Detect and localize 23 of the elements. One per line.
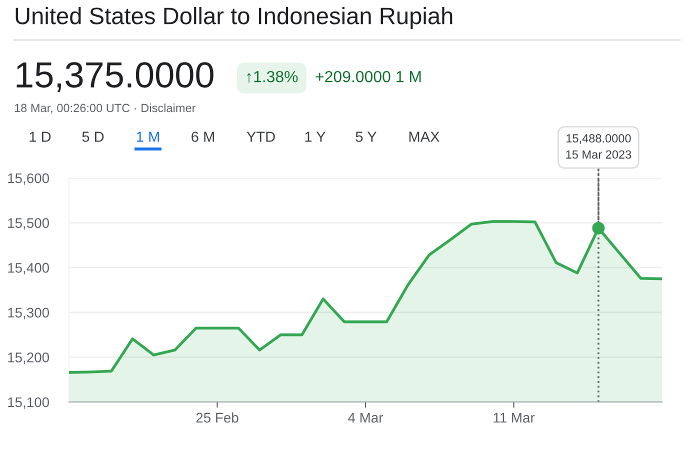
text: +209.0000 1 M <box>316 70 421 82</box>
text: MAX <box>409 132 440 142</box>
y-tick-label: 15,300 <box>8 308 50 320</box>
text: 1 D <box>30 132 51 142</box>
y-tick-label: 15,100 <box>8 397 50 409</box>
x-tick-label: 4 Mar <box>348 412 384 423</box>
text: 6 M <box>192 132 214 142</box>
text: 1 M <box>136 132 159 142</box>
x-tick-label: 11 Mar <box>494 412 535 423</box>
text: 5 Y <box>356 132 376 142</box>
y-tick-label: 15,400 <box>8 262 50 274</box>
text: 15,375.0000 <box>16 62 214 92</box>
text: 1 Y <box>305 132 326 142</box>
text: 18 Mar, 00:26:00 UTC · Disclaimer <box>14 104 196 114</box>
text: YTD <box>246 132 275 142</box>
y-tick-label: 15,200 <box>8 352 50 364</box>
annotation: 15,488.0000 15 Mar 2023 <box>566 134 632 159</box>
x-tick-label: 25 Feb <box>196 412 238 423</box>
chart-title: United States Dollar to Indonesian Rupiah <box>16 6 452 30</box>
y-tick-label: 15,500 <box>8 218 50 230</box>
text: ↑1.38% <box>247 70 298 83</box>
text: 5 D <box>82 132 104 142</box>
y-tick-label: 15,600 <box>8 173 50 185</box>
